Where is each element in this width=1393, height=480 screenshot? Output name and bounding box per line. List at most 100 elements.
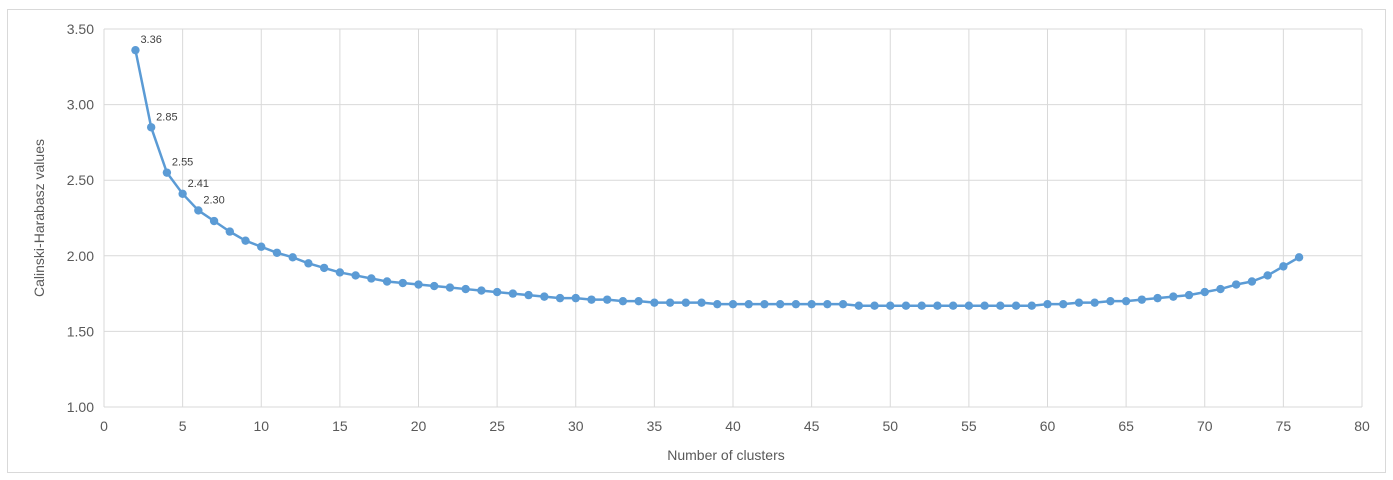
data-point bbox=[901, 301, 911, 310]
data-point bbox=[1184, 290, 1194, 300]
y-tick-label: 3.50 bbox=[67, 21, 94, 37]
data-point bbox=[540, 292, 549, 301]
data-point bbox=[335, 268, 345, 277]
y-tick-label: 2.00 bbox=[67, 248, 94, 264]
data-point bbox=[980, 301, 989, 310]
data-point bbox=[1247, 277, 1257, 286]
data-point bbox=[319, 263, 329, 273]
x-tick-label: 55 bbox=[961, 418, 977, 434]
data-point bbox=[1294, 253, 1304, 262]
x-tick-label: 40 bbox=[725, 418, 741, 434]
data-point bbox=[618, 296, 628, 306]
data-point bbox=[492, 287, 502, 297]
data-point bbox=[508, 289, 518, 298]
data-point bbox=[807, 299, 816, 309]
data-point bbox=[477, 286, 486, 295]
data-point bbox=[225, 227, 234, 236]
data-point bbox=[304, 259, 313, 268]
x-tick-label: 65 bbox=[1118, 418, 1134, 434]
data-point bbox=[838, 299, 848, 309]
data-point bbox=[1200, 287, 1209, 297]
data-point bbox=[886, 301, 895, 310]
data-point bbox=[524, 290, 533, 300]
data-point bbox=[367, 274, 376, 283]
x-tick-label: 30 bbox=[568, 418, 584, 434]
data-point bbox=[146, 123, 156, 132]
x-tick-label: 80 bbox=[1354, 418, 1370, 434]
data-point bbox=[933, 301, 942, 310]
x-tick-label: 0 bbox=[100, 418, 108, 434]
data-point bbox=[681, 298, 691, 307]
data-point bbox=[948, 301, 958, 310]
data-point bbox=[713, 299, 722, 309]
x-tick-label: 75 bbox=[1276, 418, 1292, 434]
data-point bbox=[964, 301, 974, 310]
x-tick-label: 25 bbox=[489, 418, 505, 434]
x-tick-label: 60 bbox=[1040, 418, 1056, 434]
data-point bbox=[414, 280, 423, 289]
data-point bbox=[854, 301, 863, 310]
data-point bbox=[1043, 299, 1052, 309]
data-point bbox=[870, 301, 879, 310]
data-label: 2.85 bbox=[156, 111, 177, 123]
data-point bbox=[1059, 299, 1068, 309]
data-point bbox=[430, 281, 439, 291]
data-point bbox=[1027, 301, 1036, 310]
x-tick-label: 50 bbox=[882, 418, 898, 434]
data-point bbox=[178, 189, 187, 199]
data-point bbox=[162, 168, 172, 177]
x-tick-label: 70 bbox=[1197, 418, 1213, 434]
data-point bbox=[131, 45, 140, 55]
data-point bbox=[1279, 262, 1288, 271]
data-point bbox=[996, 301, 1005, 310]
data-point bbox=[1216, 284, 1225, 294]
data-point bbox=[194, 206, 203, 215]
x-tick-label: 20 bbox=[411, 418, 427, 434]
y-tick-label: 2.50 bbox=[67, 172, 94, 188]
data-point bbox=[823, 299, 832, 309]
data-point bbox=[1121, 296, 1131, 306]
data-point bbox=[1169, 292, 1178, 301]
y-tick-label: 1.50 bbox=[67, 323, 94, 339]
data-point bbox=[744, 299, 753, 309]
data-label: 2.55 bbox=[172, 157, 193, 169]
x-tick-label: 45 bbox=[804, 418, 820, 434]
x-tick-label: 15 bbox=[332, 418, 348, 434]
data-label: 3.36 bbox=[140, 34, 161, 46]
data-point bbox=[398, 278, 407, 288]
data-point bbox=[351, 271, 360, 280]
data-point bbox=[650, 298, 659, 307]
data-label: 2.41 bbox=[188, 178, 209, 190]
data-point bbox=[1263, 271, 1272, 280]
data-point bbox=[272, 248, 282, 257]
data-point bbox=[288, 253, 297, 262]
data-point bbox=[791, 299, 801, 309]
data-point bbox=[257, 242, 266, 251]
data-point bbox=[587, 295, 596, 304]
data-point bbox=[917, 301, 926, 310]
data-point bbox=[1074, 298, 1084, 307]
y-tick-label: 3.00 bbox=[67, 97, 94, 113]
data-point bbox=[1137, 295, 1147, 304]
data-point bbox=[1011, 301, 1021, 310]
data-point bbox=[571, 293, 580, 303]
data-point bbox=[461, 284, 470, 294]
x-tick-label: 35 bbox=[647, 418, 663, 434]
data-point bbox=[697, 298, 706, 307]
data-point bbox=[382, 277, 392, 286]
data-point bbox=[445, 283, 455, 292]
data-point bbox=[634, 296, 643, 306]
data-point bbox=[603, 295, 612, 304]
data-label: 2.30 bbox=[203, 194, 224, 206]
data-point bbox=[760, 299, 769, 309]
series-line bbox=[134, 49, 1300, 307]
y-axis-title: Calinski-Harabasz values bbox=[31, 139, 47, 297]
data-point bbox=[1232, 280, 1241, 289]
data-point bbox=[665, 298, 675, 307]
data-point bbox=[241, 236, 250, 245]
y-tick-label: 1.00 bbox=[67, 399, 94, 415]
data-point bbox=[775, 299, 785, 309]
data-point bbox=[209, 216, 219, 226]
x-axis-title: Number of clusters bbox=[667, 447, 784, 463]
